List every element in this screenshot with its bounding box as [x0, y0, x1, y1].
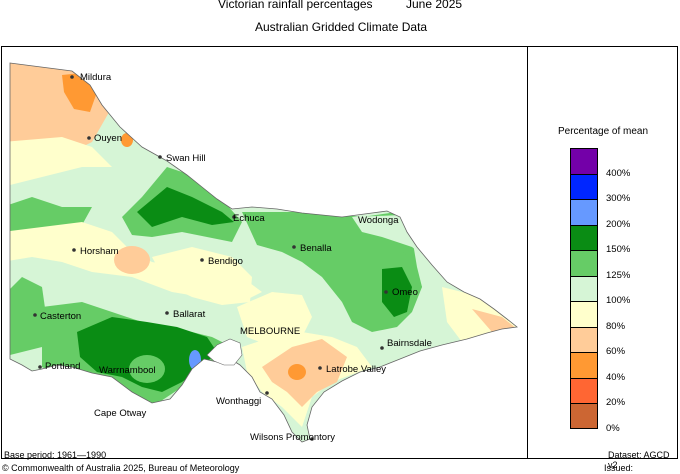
legend-swatch-40pct: [570, 352, 598, 378]
legend-tick-label: 300%: [606, 193, 631, 204]
legend-tick-label: 400%: [606, 167, 631, 179]
label-benalla: Benalla: [300, 243, 332, 254]
label-swan-hill: Swan Hill: [166, 153, 206, 164]
marker-wilsons-promontory: [310, 437, 314, 441]
marker-mildura: [70, 75, 74, 79]
marker-portland: [38, 365, 42, 369]
legend-scale: [570, 148, 598, 429]
map-subtitle: Australian Gridded Climate Data: [255, 20, 428, 34]
legend-tick-label: 40%: [606, 371, 626, 383]
victoria-rainfall-map: Mildura Ouyen Swan Hill Echuca Wodonga H…: [9, 62, 518, 443]
marker-casterton: [33, 313, 37, 317]
legend-tick-label: 80%: [606, 320, 626, 332]
marker-omeo: [384, 290, 388, 294]
legend-swatch-150pct: [570, 224, 598, 250]
marker-swan-hill: [158, 155, 162, 159]
legend-tick-label: 60%: [606, 346, 626, 357]
marker-ballarat: [165, 311, 169, 315]
label-ouyen: Ouyen: [94, 133, 122, 144]
label-wonthaggi: Wonthaggi: [216, 396, 261, 407]
marker-wonthaggi: [265, 391, 269, 395]
marker-horsham: [72, 248, 76, 252]
map-period: June 2025: [406, 0, 463, 11]
legend-swatch-125pct: [570, 250, 598, 276]
legend-title: Percentage of mean: [558, 126, 649, 137]
legend-swatch-60pct: [570, 326, 598, 352]
issued-date: Issued: 30/06/2025: [604, 463, 649, 474]
legend-divider: [527, 46, 528, 459]
legend-tick-label: 100%: [606, 295, 631, 306]
legend-swatch-80pct: [570, 301, 598, 327]
legend-swatch-300pct: [570, 173, 598, 199]
marker-latrobe-valley: [318, 366, 322, 370]
legend-swatch-400pct: [570, 148, 598, 174]
map-frame: [1, 46, 678, 459]
legend-tick-label: 20%: [606, 397, 626, 408]
copyright-notice: © Commonwealth of Australia 2025, Bureau…: [2, 463, 240, 473]
label-echuca: Echuca: [233, 213, 265, 224]
label-portland: Portland: [45, 361, 80, 372]
legend-tick-label: 150%: [606, 244, 631, 255]
dataset-label: Dataset: AGCD v2: [608, 450, 670, 470]
label-melbourne: MELBOURNE: [240, 326, 300, 337]
label-wilsons-promontory: Wilsons Promontory: [250, 432, 335, 443]
legend-swatch-100pct: [570, 275, 598, 301]
legend-tick-label: 200%: [606, 218, 631, 230]
marker-bendigo: [200, 258, 204, 262]
base-period: Base period: 1961—1990: [4, 450, 107, 460]
label-bairnsdale: Bairnsdale: [387, 338, 432, 349]
label-bendigo: Bendigo: [208, 256, 243, 267]
map-title-text: Victorian rainfall percentages: [218, 0, 373, 11]
label-mildura: Mildura: [80, 72, 112, 83]
marker-benalla: [292, 245, 296, 249]
label-cape-otway: Cape Otway: [94, 408, 147, 419]
legend-tick-label: 125%: [606, 269, 631, 281]
label-ballarat: Ballarat: [173, 309, 206, 320]
legend-tick-label: 0%: [606, 422, 620, 434]
label-wodonga: Wodonga: [358, 215, 399, 226]
legend-swatch-200pct: [570, 199, 598, 225]
marker-bairnsdale: [380, 346, 384, 350]
label-latrobe-valley: Latrobe Valley: [326, 364, 386, 375]
marker-echuca: [232, 215, 236, 219]
legend-swatch-0pct: [570, 403, 598, 429]
legend-swatch-20pct: [570, 377, 598, 403]
label-warrnambool: Warrnambool: [99, 365, 156, 376]
label-casterton: Casterton: [40, 311, 81, 322]
label-omeo: Omeo: [392, 287, 418, 298]
label-horsham: Horsham: [80, 246, 119, 257]
marker-ouyen: [87, 136, 91, 140]
